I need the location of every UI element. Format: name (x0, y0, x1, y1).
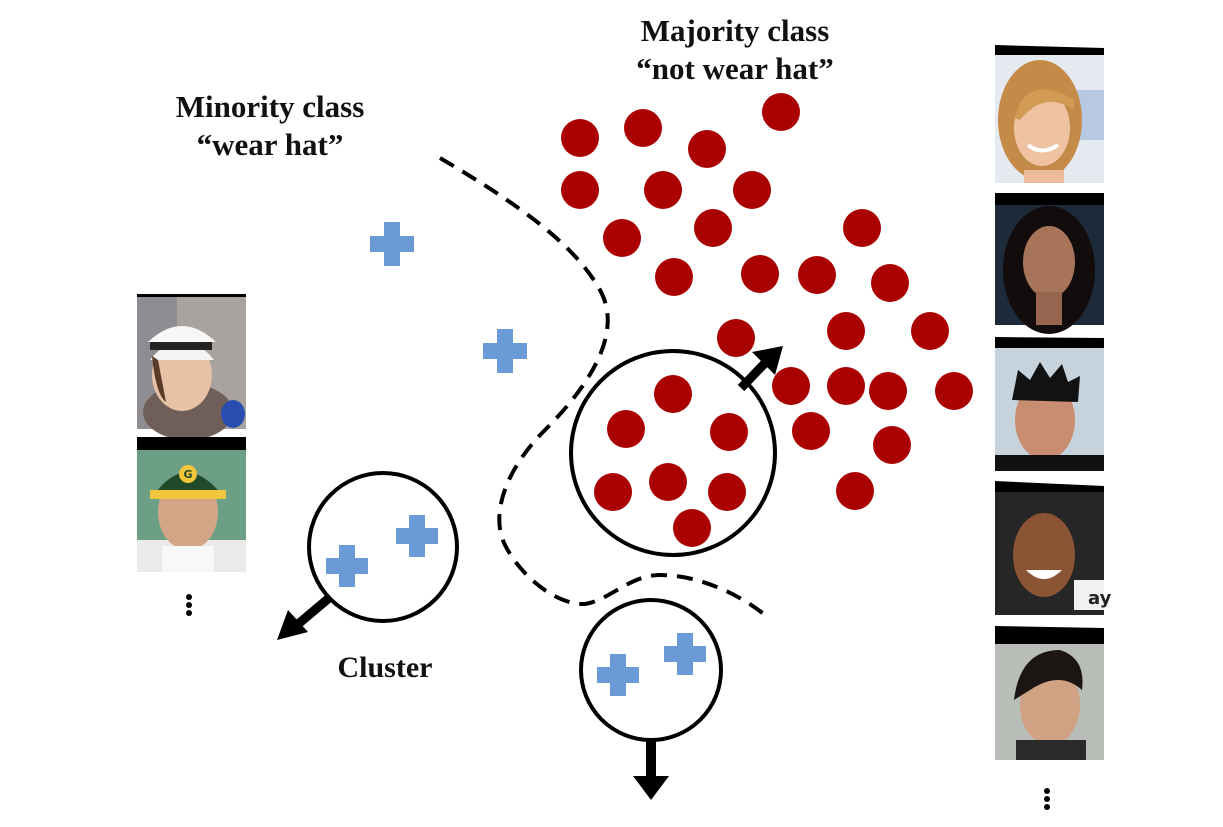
minority-class-label: Minority class “wear hat” (150, 88, 390, 164)
majority-point (798, 256, 836, 294)
minority-cluster-circle-left (307, 471, 459, 623)
smiling-bald-man-photo: ay (995, 481, 1112, 615)
majority-point (772, 367, 810, 405)
majority-point (827, 312, 865, 350)
majority-class-subtitle: “not wear hat” (636, 50, 834, 86)
majority-point (624, 109, 662, 147)
dark-haired-woman-photo (995, 193, 1104, 334)
minority-point (597, 654, 639, 696)
minority-point (396, 515, 438, 557)
dark-haired-man-photo (995, 626, 1104, 760)
majority-point (733, 171, 771, 209)
majority-point (827, 367, 865, 405)
minority-photo-column: G (137, 294, 246, 616)
minority-cluster-arrow-bottom (633, 740, 669, 800)
woman-white-fedora-photo (137, 294, 246, 440)
spiky-haired-man-photo (995, 337, 1104, 471)
minority-point (326, 545, 368, 587)
minority-point (370, 222, 414, 266)
minority-more-icon (186, 594, 192, 616)
minority-cluster-points-bottom (597, 633, 706, 696)
majority-point (673, 509, 711, 547)
majority-point (654, 375, 692, 413)
cluster-label: Cluster (337, 651, 433, 684)
majority-point (655, 258, 693, 296)
majority-point (561, 171, 599, 209)
majority-more-icon (1044, 788, 1050, 810)
majority-point (741, 255, 779, 293)
majority-point (935, 372, 973, 410)
majority-point (792, 412, 830, 450)
majority-class-label: Majority class “not wear hat” (600, 12, 870, 88)
majority-cluster-points (594, 375, 748, 547)
majority-point (869, 372, 907, 410)
minority-point (483, 329, 527, 373)
minority-class-points (370, 222, 527, 373)
majority-point (871, 264, 909, 302)
majority-point (762, 93, 800, 131)
minority-class-title: Minority class (175, 89, 365, 124)
majority-point (594, 473, 632, 511)
svg-text:G: G (183, 468, 192, 481)
majority-class-points (561, 93, 973, 510)
majority-point (603, 219, 641, 257)
majority-point (873, 426, 911, 464)
majority-point (561, 119, 599, 157)
majority-point (911, 312, 949, 350)
svg-text:ay: ay (1088, 588, 1112, 609)
minority-cluster-arrow-left (277, 594, 332, 640)
majority-cluster-arrow (737, 346, 783, 392)
majority-point (836, 472, 874, 510)
majority-point (644, 171, 682, 209)
decision-boundary (438, 156, 767, 617)
majority-point (688, 130, 726, 168)
majority-point (708, 473, 746, 511)
majority-point (649, 463, 687, 501)
minority-cluster-points-left (326, 515, 438, 587)
minority-class-subtitle: “wear hat” (196, 126, 344, 162)
majority-photo-column: ay (995, 45, 1112, 810)
man-green-cap-photo: G (137, 437, 246, 572)
majority-point (843, 209, 881, 247)
majority-cluster-circle (569, 349, 777, 557)
minority-point (664, 633, 706, 675)
majority-point (717, 319, 755, 357)
majority-point (694, 209, 732, 247)
majority-point (710, 413, 748, 451)
majority-class-title: Majority class (640, 13, 830, 48)
majority-point (607, 410, 645, 448)
blonde-woman-photo (995, 45, 1104, 183)
